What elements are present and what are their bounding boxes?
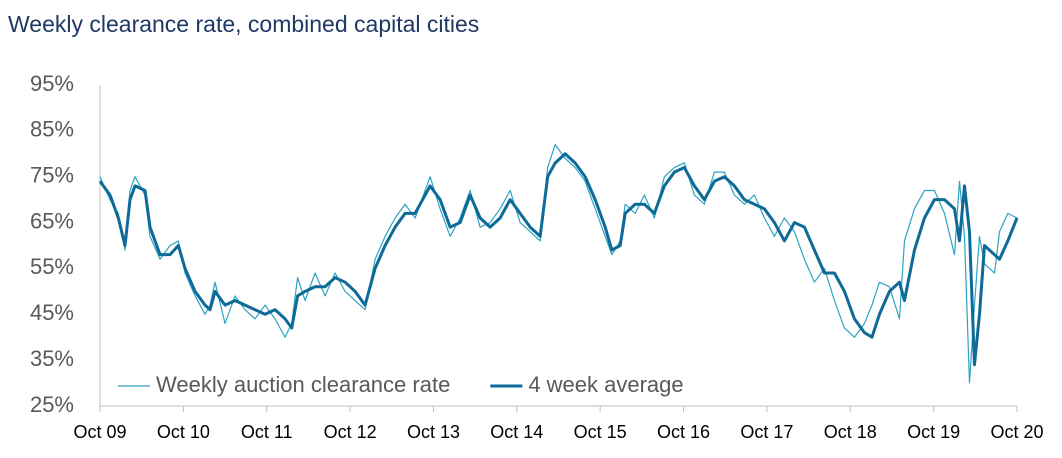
x-tick-label: Oct 20 xyxy=(990,422,1043,442)
series-line xyxy=(98,152,1019,367)
legend-label: 4 week average xyxy=(528,372,683,397)
y-tick-label: 35% xyxy=(30,346,74,371)
x-tick-label: Oct 16 xyxy=(657,422,710,442)
x-tick-label: Oct 12 xyxy=(324,422,377,442)
chart-title: Weekly clearance rate, combined capital … xyxy=(8,11,479,37)
y-tick-label: 65% xyxy=(30,208,74,233)
legend-label: Weekly auction clearance rate xyxy=(156,372,450,397)
x-tick-label: Oct 13 xyxy=(407,422,460,442)
y-tick-label: 45% xyxy=(30,300,74,325)
y-tick-label: 55% xyxy=(30,254,74,279)
x-tick-label: Oct 19 xyxy=(907,422,960,442)
x-tick-label: Oct 14 xyxy=(490,422,543,442)
y-tick-label: 25% xyxy=(30,392,74,417)
x-tick-label: Oct 11 xyxy=(241,422,293,442)
series-line xyxy=(99,144,1018,384)
x-tick-label: Oct 18 xyxy=(824,422,877,442)
y-tick-label: 75% xyxy=(30,163,74,188)
y-tick-label: 95% xyxy=(30,71,74,96)
x-tick-label: Oct 10 xyxy=(157,422,210,442)
x-tick-label: Oct 15 xyxy=(574,422,627,442)
y-tick-label: 85% xyxy=(30,117,74,142)
x-tick-label: Oct 17 xyxy=(740,422,793,442)
x-tick-label: Oct 09 xyxy=(73,422,126,442)
